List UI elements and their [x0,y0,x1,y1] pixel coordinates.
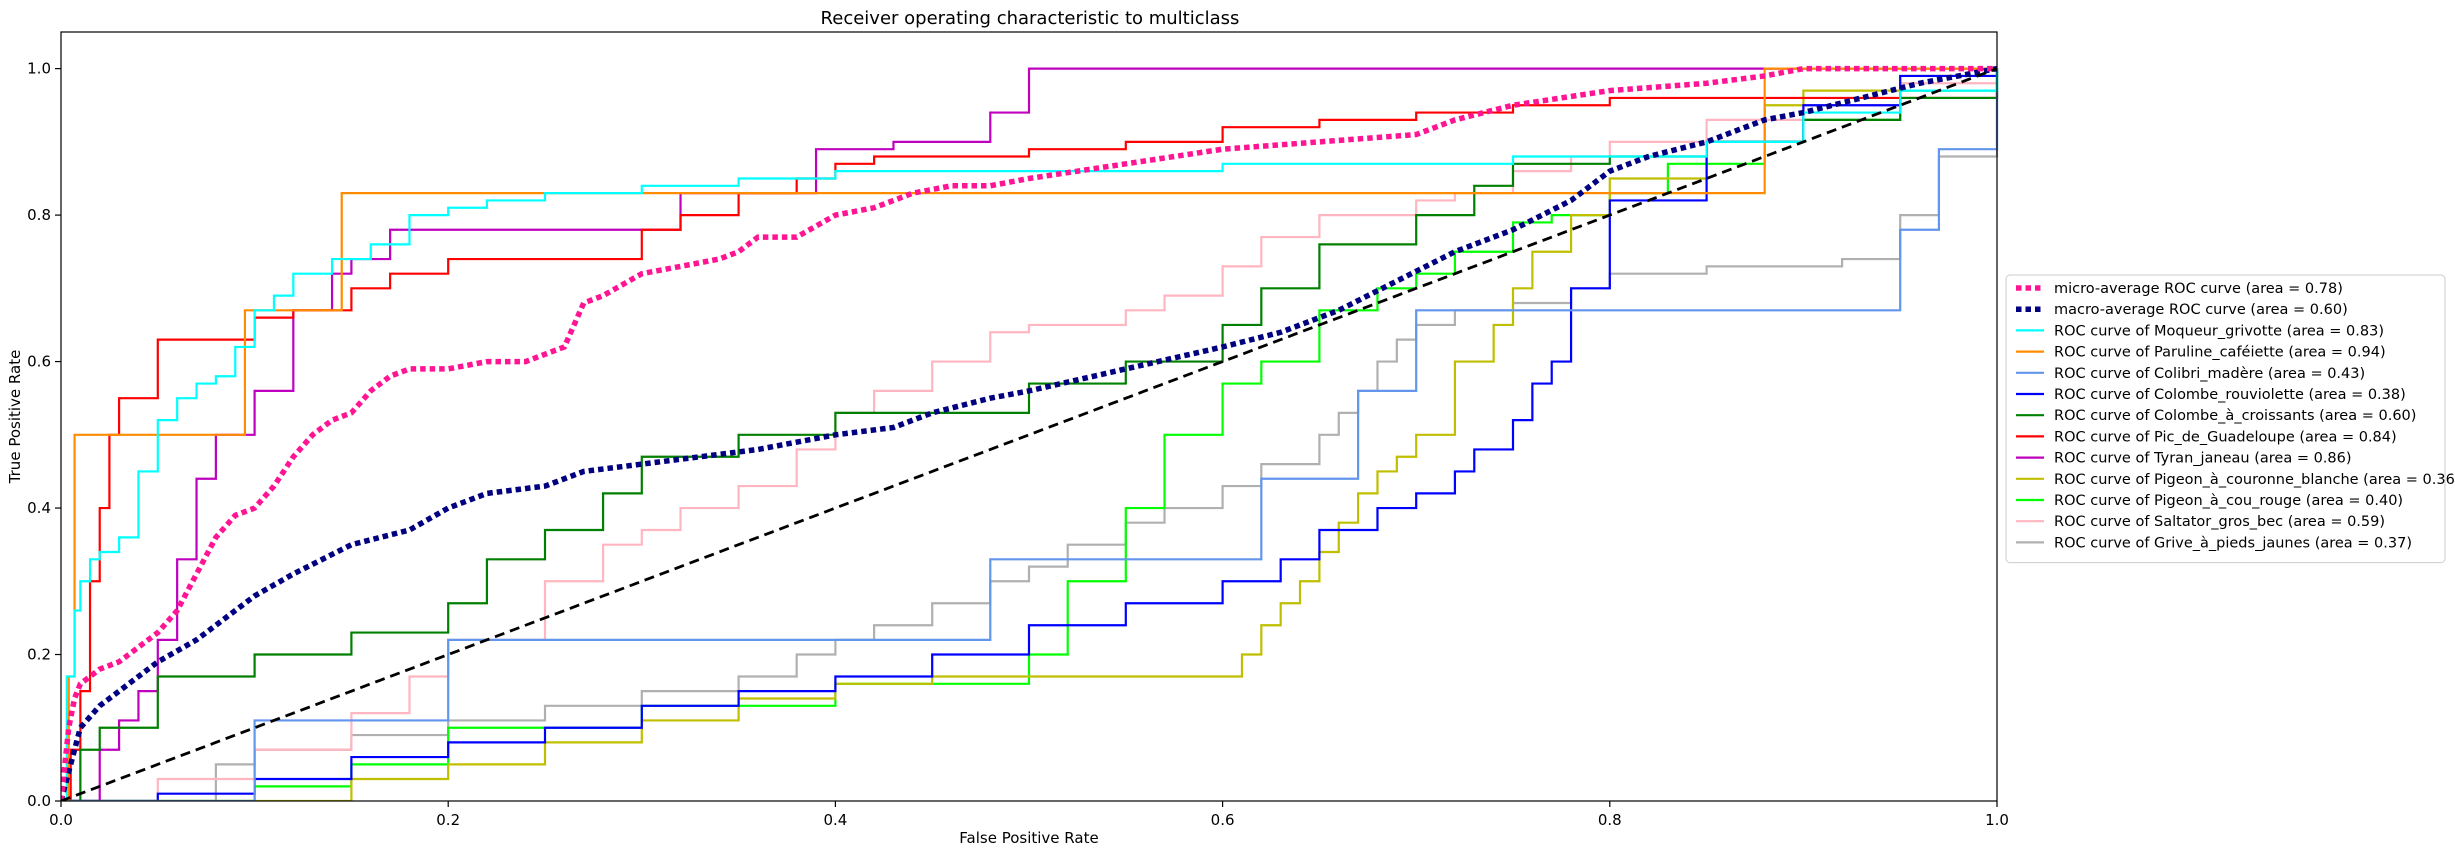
legend-label-roc-curve-of-grive-a-pieds-jaunes: ROC curve of Grive_à_pieds_jaunes (area … [2054,535,2412,551]
legend-box [2005,274,2446,564]
x-tick-label: 0.4 [823,811,847,829]
x-tick-label: 0.2 [436,811,460,829]
series-line-micro-average-roc-curve [61,65,1997,801]
legend-label-roc-curve-of-moqueur-grivotte: ROC curve of Moqueur_grivotte (area = 0.… [2054,323,2384,339]
x-tick-label: 0.6 [1211,811,1235,829]
x-tick-label: 0.0 [49,811,73,829]
legend-label-roc-curve-of-colombe-a-croissants: ROC curve of Colombe_à_croissants (area … [2054,408,2416,424]
legend-label-roc-curve-of-pigeon-a-couronne-blanche: ROC curve of Pigeon_à_couronne_blanche (… [2054,472,2455,488]
legend-label-roc-curve-of-pigeon-a-cou-rouge: ROC curve of Pigeon_à_cou_rouge (area = … [2054,493,2403,509]
legend-label-roc-curve-of-tyran-janeau: ROC curve of Tyran_janeau (area = 0.86) [2054,451,2352,467]
series-line-roc-curve-of-colombe-a-croissants [61,68,1999,801]
y-axis-label: True Positive Rate [6,350,24,485]
legend-label-roc-curve-of-paruline-cafeiette: ROC curve of Paruline_caféiette (area = … [2054,345,2386,361]
y-tick-label: 0.6 [27,353,51,371]
x-tick-label: 1.0 [1985,811,2009,829]
legend-label-macro-average-roc-curve: macro-average ROC curve (area = 0.60) [2054,302,2348,318]
y-tick-label: 1.0 [27,60,51,78]
series-line-roc-curve-of-colombe-rouviolette [61,68,1999,801]
legend-label-roc-curve-of-pic-de-guadeloupe: ROC curve of Pic_de_Guadeloupe (area = 0… [2054,429,2397,445]
x-axis-label: False Positive Rate [959,829,1098,847]
x-tick-label: 0.8 [1598,811,1622,829]
y-axis: 0.0 0.2 0.4 0.6 0.8 1.0 [27,60,61,810]
chart-title: Receiver operating characteristic to mul… [821,8,1240,29]
y-tick-label: 0.8 [27,206,51,224]
legend-label-roc-curve-of-colombe-rouviolette: ROC curve of Colombe_rouviolette (area =… [2054,387,2406,403]
legend-label-roc-curve-of-saltator-gros-bec: ROC curve of Saltator_gros_bec (area = 0… [2054,514,2385,530]
chance-diagonal-line [61,67,1998,801]
series-line-roc-curve-of-pic-de-guadeloupe [61,90,1999,801]
y-tick-label: 0.4 [27,499,51,517]
series-line-roc-curve-of-moqueur-grivotte [61,68,1999,801]
x-axis: 0.0 0.2 0.4 0.6 0.8 1.0 [49,801,2009,829]
series-line-roc-curve-of-colibri-madere [61,68,1999,801]
series-line-roc-curve-of-pigeon-a-couronne-blanche [61,68,1999,801]
plot-area [61,65,1999,801]
legend-label-roc-curve-of-colibri-madere: ROC curve of Colibri_madère (area = 0.43… [2054,366,2365,382]
legend-label-micro-average-roc-curve: micro-average ROC curve (area = 0.78) [2054,281,2343,297]
y-tick-label: 0.0 [27,792,51,810]
legend: micro-average ROC curve (area = 0.78) mac… [2005,274,2455,564]
y-tick-label: 0.2 [27,646,51,664]
plot-frame [60,31,1998,802]
